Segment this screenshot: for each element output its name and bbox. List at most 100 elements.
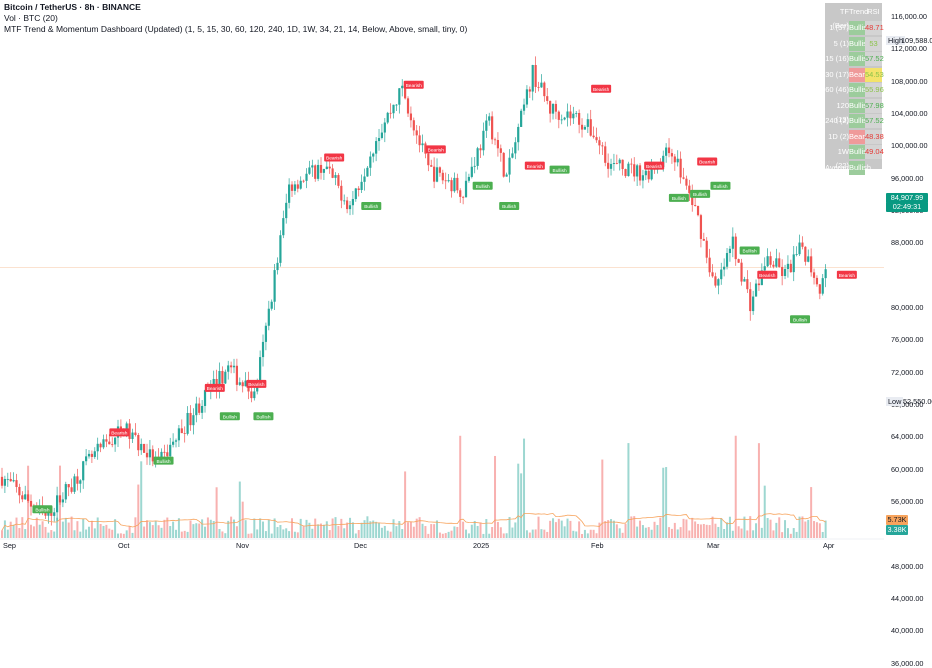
bullish-signal[interactable]: Bullish: [549, 165, 570, 174]
volume-bar: [798, 516, 801, 538]
volume-bar: [627, 443, 630, 538]
candle-body: [395, 104, 398, 106]
price-scale[interactable]: 116,000.00 112,000.00 108,000.00 104,000.00…: [884, 0, 932, 668]
volume-bar: [781, 532, 784, 538]
volume-bar: [360, 522, 363, 538]
bearish-signal[interactable]: Bearish: [697, 157, 718, 166]
signal-text: Bearish: [759, 273, 776, 279]
candle-body: [27, 494, 30, 501]
volume-bar: [421, 523, 424, 538]
candle-body: [612, 163, 616, 164]
candle-body: [795, 254, 798, 255]
volume-bar: [380, 527, 383, 538]
low-value: 52,550.00: [903, 397, 932, 406]
dashboard-trend-cell: Bullish: [849, 36, 871, 51]
bullish-signal[interactable]: Bullish: [690, 189, 711, 198]
bearish-signal[interactable]: Bearish: [109, 428, 130, 437]
candle-body: [322, 169, 326, 173]
symbol-title[interactable]: Bitcoin / TetherUS · 8h · BINANCE: [4, 2, 141, 12]
candle-body: [380, 132, 384, 138]
volume-bar: [227, 520, 230, 538]
volume-bar: [6, 529, 9, 538]
bearish-signal[interactable]: Bearish: [524, 161, 545, 170]
candle-body: [743, 279, 746, 282]
candle-body: [583, 126, 587, 130]
bearish-signal[interactable]: Bearish: [591, 84, 612, 93]
dashboard-row: TF (Bar) Trend RSI: [825, 5, 882, 30]
candle-body: [528, 89, 531, 92]
volume-bar: [41, 521, 44, 538]
candle-body: [212, 378, 215, 385]
candle-body: [415, 130, 418, 136]
bullish-signal[interactable]: Bullish: [153, 456, 174, 465]
candle-body: [404, 85, 407, 99]
candle-body: [93, 451, 96, 457]
volume-bar: [752, 530, 755, 538]
dashboard-trend-cell: Bullish: [849, 83, 871, 97]
volume-bar: [250, 533, 253, 538]
dashboard-rsi-cell: 57.52: [865, 114, 884, 128]
volume-bar: [775, 522, 778, 538]
candle-body: [183, 433, 186, 434]
candle-body: [766, 256, 769, 267]
bullish-signal[interactable]: Bullish: [790, 315, 811, 323]
bearish-signal[interactable]: Bearish: [836, 270, 857, 279]
bearish-signal[interactable]: Bearish: [425, 145, 446, 154]
volume-bar: [299, 518, 302, 538]
candle-body: [331, 168, 334, 178]
volume-bar: [369, 521, 372, 538]
price-tick-label: 56,000.00: [891, 497, 924, 507]
bullish-signal[interactable]: Bullish: [472, 181, 493, 190]
volume-bar: [424, 526, 427, 538]
time-tick-label: 2025: [473, 541, 489, 550]
bearish-signal[interactable]: Bearish: [246, 379, 267, 388]
volume-bar: [151, 525, 154, 538]
volume-bar: [763, 485, 766, 538]
candle-body: [325, 166, 328, 170]
bullish-signal[interactable]: Bullish: [361, 202, 382, 210]
volume-bar: [64, 517, 67, 538]
volume-bar: [615, 524, 618, 538]
bearish-signal[interactable]: Bearish: [204, 383, 225, 392]
volume-bar: [525, 530, 528, 538]
bullish-signal[interactable]: Bullish: [668, 193, 689, 202]
volume-bar: [583, 529, 586, 538]
volume-bar: [467, 533, 470, 538]
candle-body: [131, 432, 134, 439]
bullish-signal[interactable]: Bullish: [499, 202, 520, 210]
volume-bar: [337, 525, 340, 538]
volume-bar: [670, 528, 673, 538]
bearish-signal[interactable]: Bearish: [324, 153, 345, 162]
candle-body: [389, 112, 392, 114]
bullish-signal[interactable]: Bullish: [32, 505, 53, 513]
candle-body: [491, 116, 494, 140]
bearish-signal[interactable]: Bearish: [757, 270, 778, 279]
bullish-signal[interactable]: Bullish: [253, 412, 274, 420]
volume-bar: [473, 520, 476, 538]
candle-body: [386, 112, 389, 123]
volume-bar: [320, 523, 323, 538]
signal-text: Bullish: [672, 196, 686, 202]
bullish-signal[interactable]: Bullish: [739, 246, 760, 255]
bearish-signal[interactable]: Bearish: [644, 161, 665, 170]
signal-text: Bullish: [553, 168, 567, 174]
bullish-signal[interactable]: Bullish: [710, 181, 731, 190]
indicator-legend[interactable]: MTF Trend & Momentum Dashboard (Updated)…: [4, 24, 468, 34]
candle-body: [85, 456, 88, 462]
volume-legend[interactable]: Vol · BTC (20): [4, 13, 58, 23]
candle-body: [662, 155, 665, 168]
bullish-signal[interactable]: Bullish: [219, 412, 240, 420]
volume-bar: [662, 467, 665, 538]
candle-body: [12, 480, 15, 482]
candle-body: [462, 196, 465, 198]
volume-bar: [552, 518, 555, 538]
volume-bar: [514, 522, 517, 538]
time-axis[interactable]: Sep Oct Nov Dec 2025 Feb Mar Apr: [0, 538, 884, 550]
volume-bar: [305, 519, 308, 538]
bearish-signal[interactable]: Bearish: [403, 80, 424, 89]
price-tick-label: 96,000.00: [891, 173, 924, 183]
volume-bar: [143, 526, 146, 538]
volume-bar: [279, 525, 282, 538]
price-chart[interactable]: Bullish Bearish Bullish Bearish Bullish Beari…: [0, 0, 932, 550]
volume-bar: [61, 521, 64, 538]
